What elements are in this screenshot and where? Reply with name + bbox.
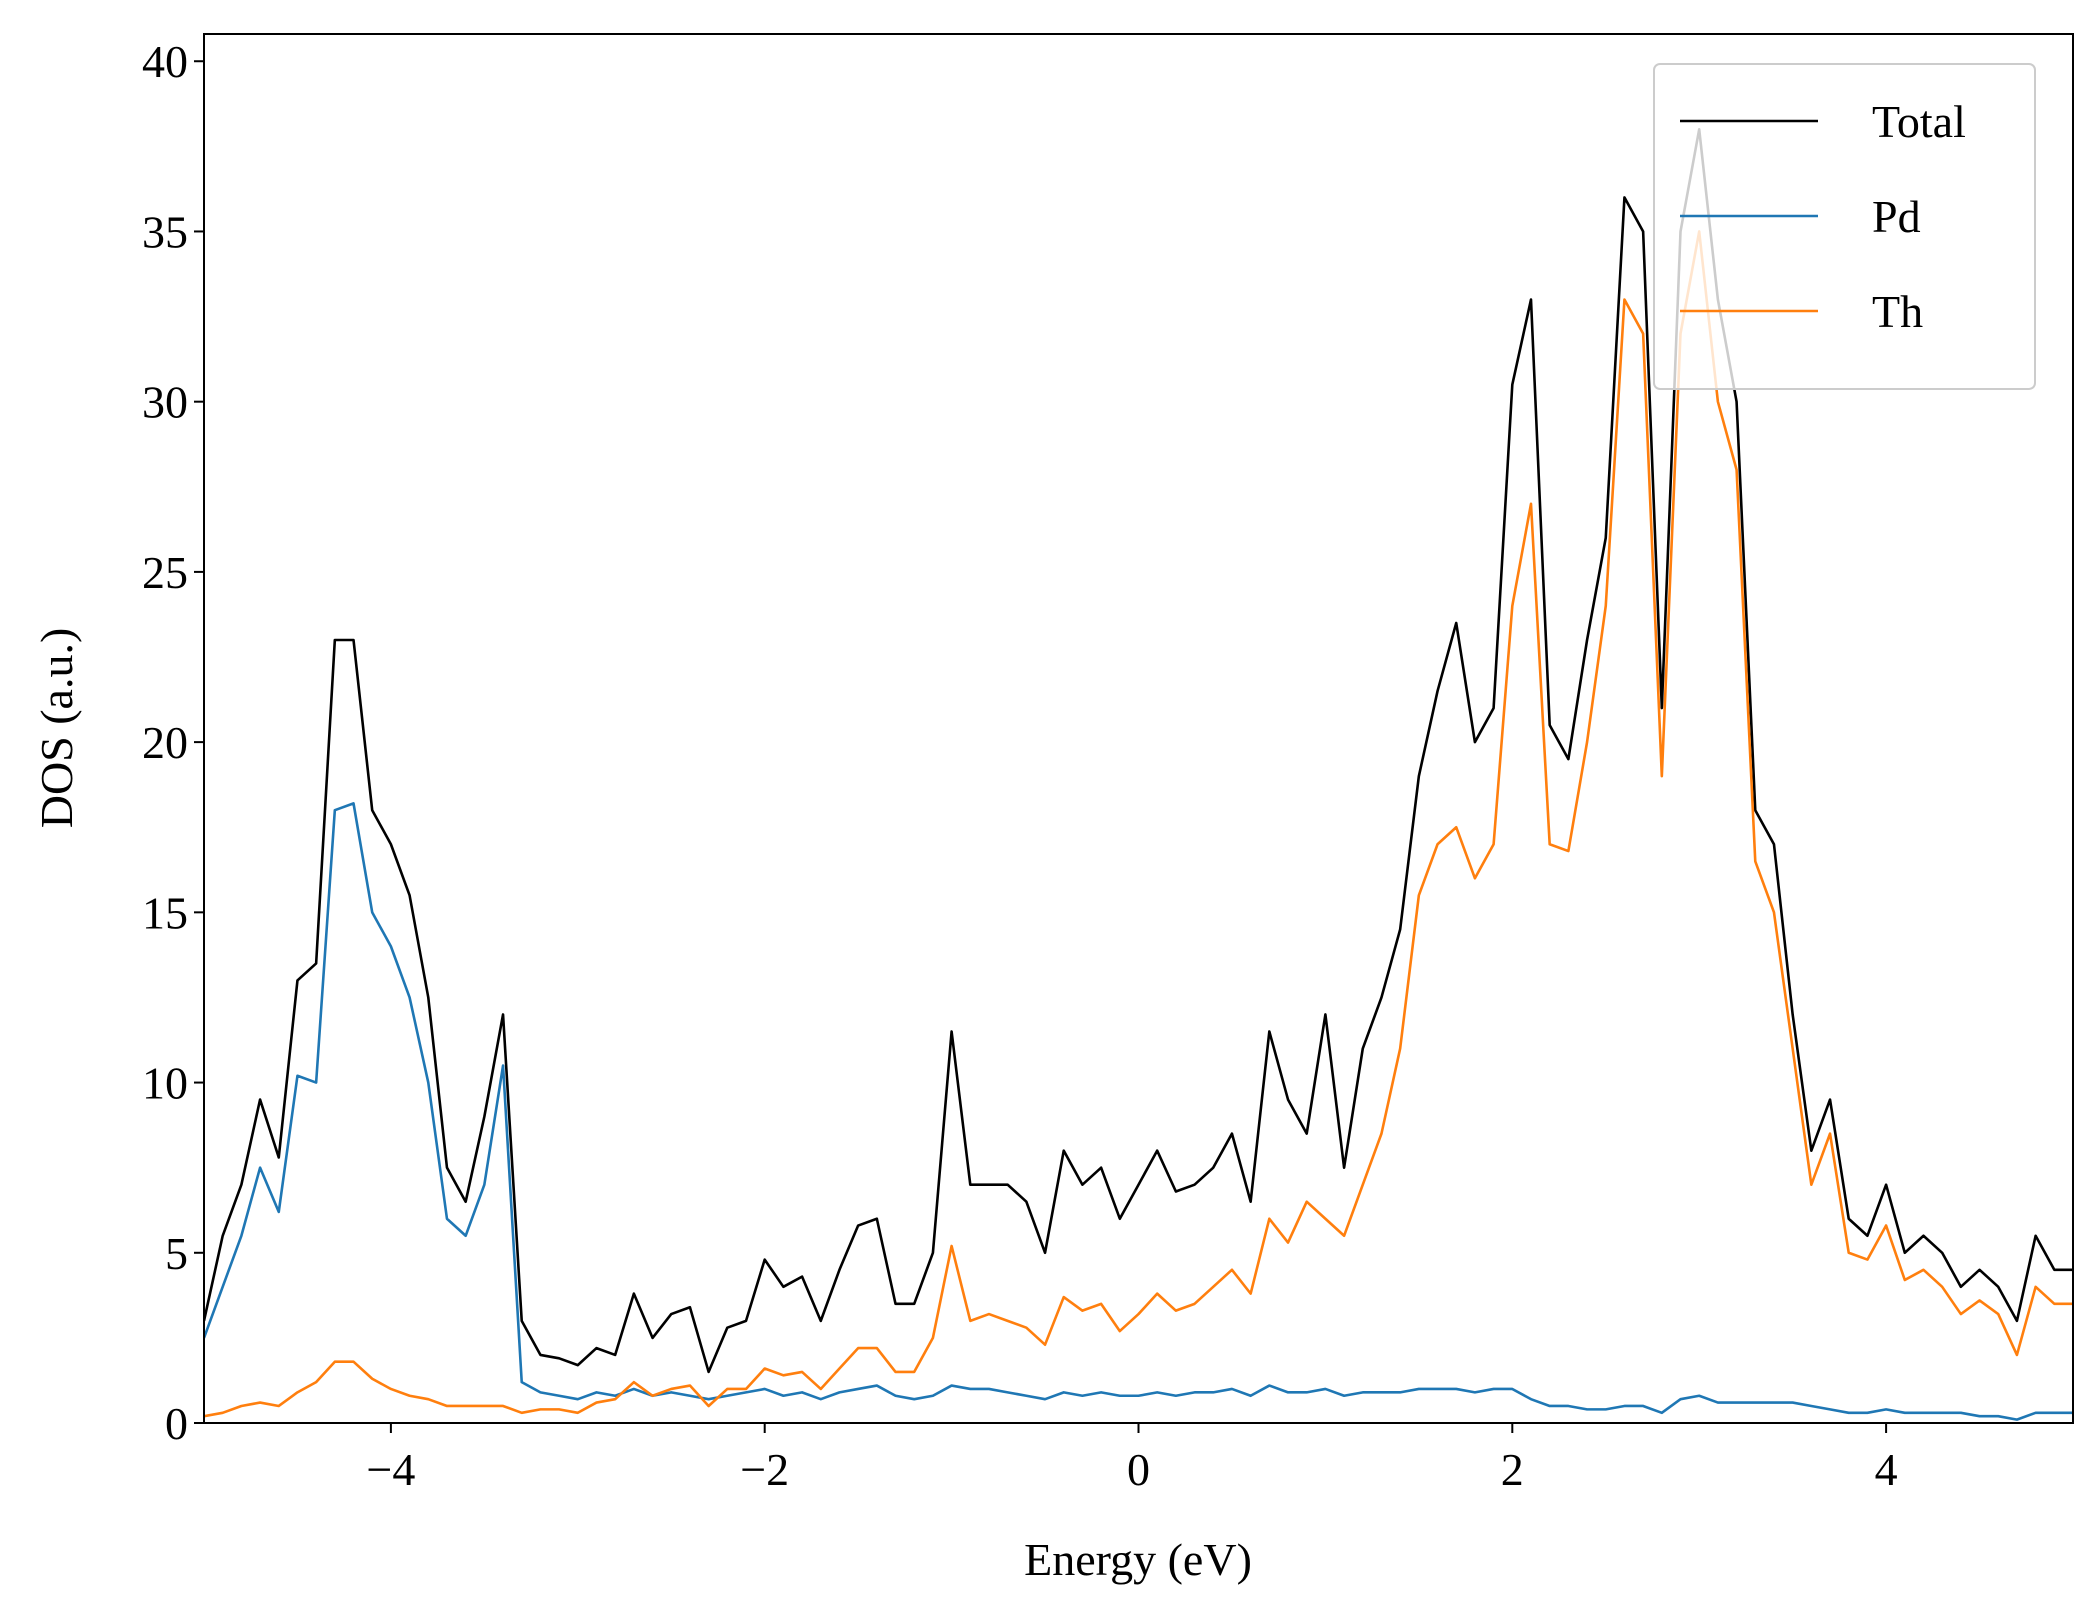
legend-label: Pd [1872,191,1921,242]
legend-label: Th [1872,286,1923,337]
y-tick-label: 35 [142,206,188,257]
y-tick-label: 30 [142,377,188,428]
y-tick-label: 15 [142,887,188,938]
y-axis-label: DOS (a.u.) [31,628,82,829]
x-tick-label: 4 [1875,1444,1898,1495]
y-tick-label: 20 [142,717,188,768]
legend-box [1653,63,2036,390]
y-tick-label: 10 [142,1058,188,1109]
legend-label: Total [1872,96,1966,147]
y-tick-label: 0 [165,1398,188,1449]
x-axis-label: Energy (eV) [1024,1534,1252,1585]
x-tick-label: 0 [1127,1444,1150,1495]
series-line [204,230,2073,1418]
y-tick-label: 5 [165,1228,188,1279]
x-tick-label: 2 [1501,1444,1524,1495]
series-line [204,128,2073,1374]
x-tick-label: −4 [366,1444,415,1495]
y-tick-label: 40 [142,36,188,87]
y-tick-label: 25 [142,547,188,598]
series-line [204,802,2073,1421]
x-tick-label: −2 [740,1444,789,1495]
